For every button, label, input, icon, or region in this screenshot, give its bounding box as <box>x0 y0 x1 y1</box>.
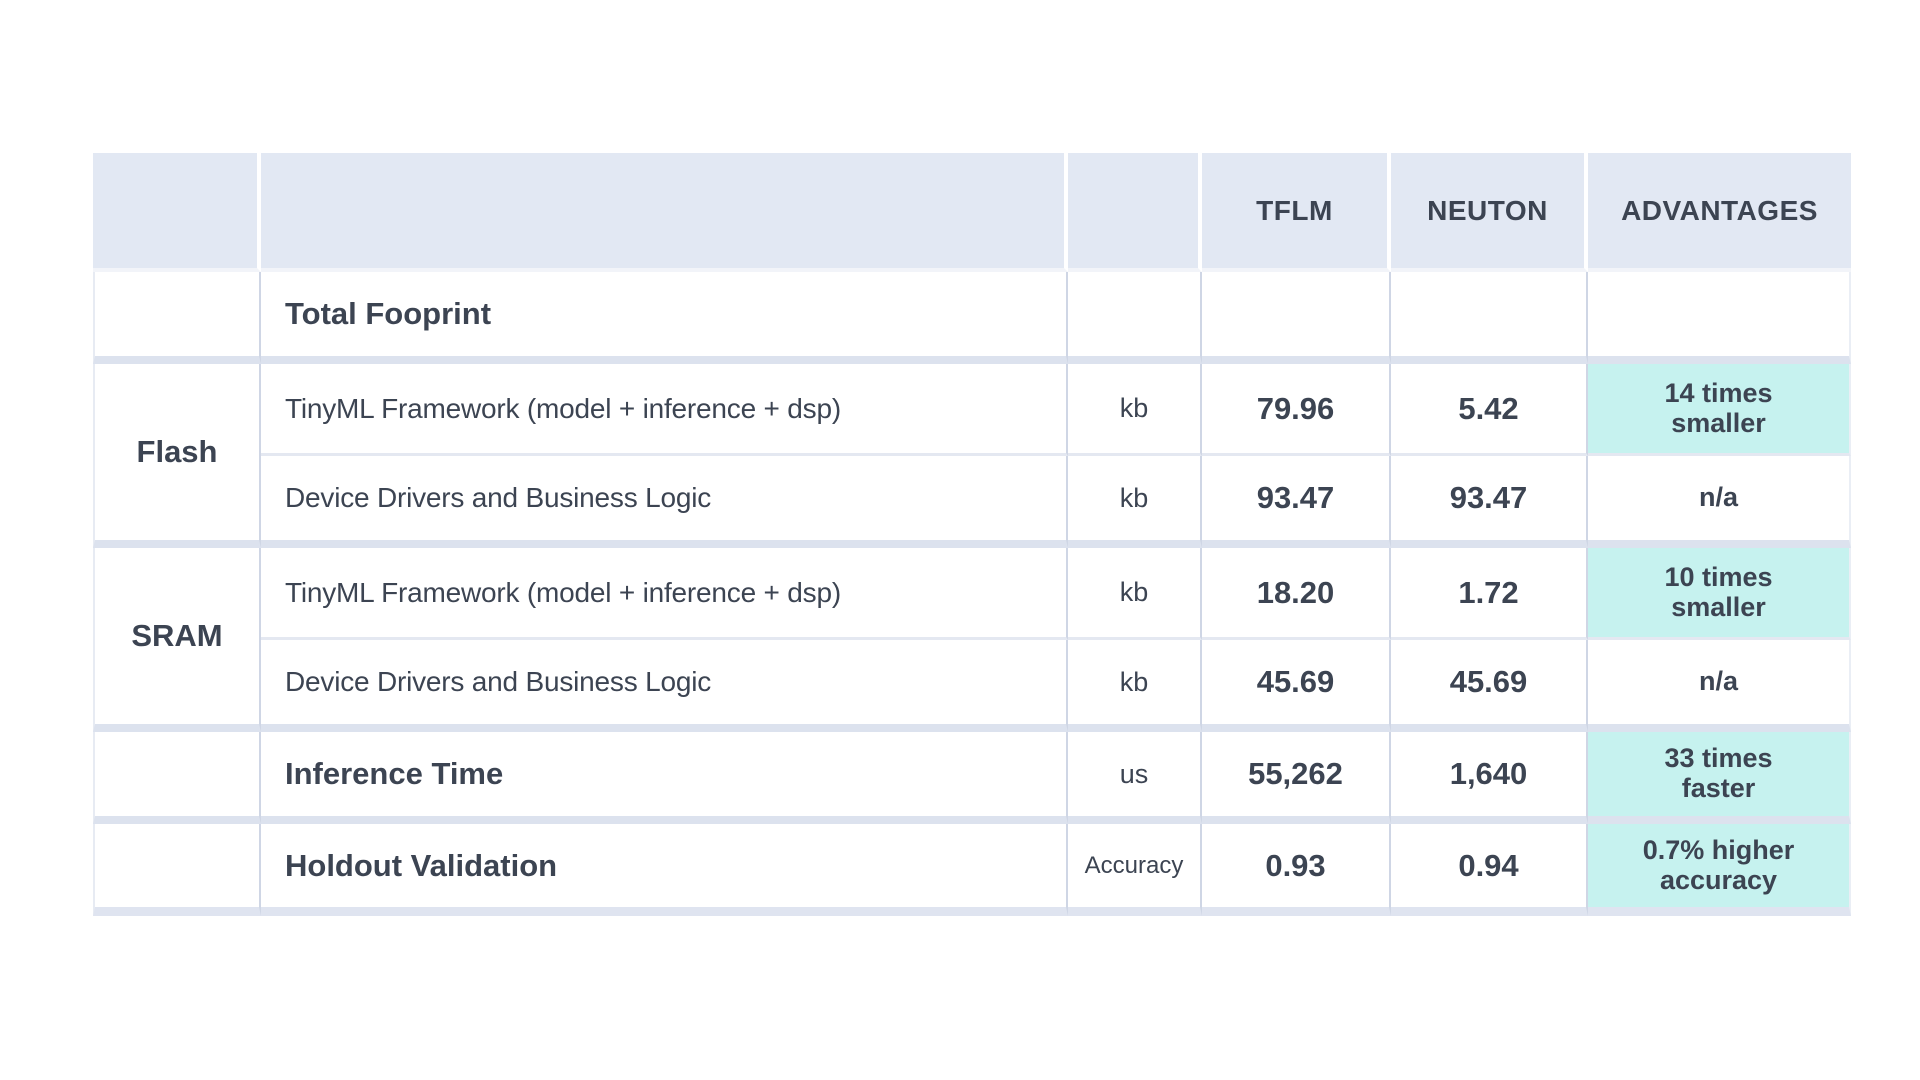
row-flash-drivers: Device Drivers and Business Logic kb 93.… <box>93 456 1851 548</box>
row-total-footprint: Total Fooprint <box>93 272 1851 364</box>
unit-sram-framework: kb <box>1068 548 1202 640</box>
unit-sram-drivers: kb <box>1068 640 1202 732</box>
header-advantages: ADVANTAGES <box>1588 153 1851 272</box>
metric-total-footprint: Total Fooprint <box>261 272 1068 364</box>
neuton-cell-empty <box>1391 272 1588 364</box>
unit-flash-framework: kb <box>1068 364 1202 456</box>
group-cell-empty <box>93 272 261 364</box>
row-holdout-validation: Holdout Validation Accuracy 0.93 0.94 0.… <box>93 824 1851 916</box>
advantage-sram-drivers: n/a <box>1588 640 1851 732</box>
tflm-flash-drivers: 93.47 <box>1202 456 1391 548</box>
tflm-flash-framework: 79.96 <box>1202 364 1391 456</box>
header-group-cell <box>93 153 261 272</box>
row-inference-time: Inference Time us 55,262 1,640 33 times … <box>93 732 1851 824</box>
header-unit-cell <box>1068 153 1202 272</box>
unit-inference-time: us <box>1068 732 1202 824</box>
tflm-sram-framework: 18.20 <box>1202 548 1391 640</box>
metric-sram-drivers: Device Drivers and Business Logic <box>261 640 1068 732</box>
tflm-cell-empty <box>1202 272 1391 364</box>
row-sram-drivers: Device Drivers and Business Logic kb 45.… <box>93 640 1851 732</box>
tflm-sram-drivers: 45.69 <box>1202 640 1391 732</box>
metric-sram-framework: TinyML Framework (model + inference + ds… <box>261 548 1068 640</box>
neuton-flash-drivers: 93.47 <box>1391 456 1588 548</box>
tflm-holdout-validation: 0.93 <box>1202 824 1391 916</box>
header-tflm: TFLM <box>1202 153 1391 272</box>
neuton-sram-framework: 1.72 <box>1391 548 1588 640</box>
advantage-line-2: smaller <box>1671 591 1766 622</box>
advantage-line-1: 10 times <box>1664 561 1773 592</box>
group-cell-empty <box>93 824 261 916</box>
advantage-inference-time: 33 times faster <box>1588 732 1851 824</box>
group-cell-empty <box>93 732 261 824</box>
advantage-line-1: 33 times <box>1664 743 1773 774</box>
neuton-flash-framework: 5.42 <box>1391 364 1588 456</box>
group-cell-flash: Flash <box>93 364 261 548</box>
advantage-line-2: smaller <box>1671 407 1766 438</box>
advantage-line-1: 0.7% higher <box>1642 834 1795 865</box>
tflm-inference-time: 55,262 <box>1202 732 1391 824</box>
advantage-line-1: 14 times <box>1664 377 1773 408</box>
advantage-holdout-validation: 0.7% higher accuracy <box>1588 824 1851 916</box>
metric-flash-drivers: Device Drivers and Business Logic <box>261 456 1068 548</box>
advantage-sram-framework: 10 times smaller <box>1588 548 1851 640</box>
advantage-flash-drivers: n/a <box>1588 456 1851 548</box>
metric-holdout-validation: Holdout Validation <box>261 824 1068 916</box>
neuton-sram-drivers: 45.69 <box>1391 640 1588 732</box>
comparison-table-grid: TFLM NEUTON ADVANTAGES Total Fooprint Fl… <box>93 153 1851 916</box>
unit-flash-drivers: kb <box>1068 456 1202 548</box>
unit-holdout-validation: Accuracy <box>1068 824 1202 916</box>
unit-cell-empty <box>1068 272 1202 364</box>
header-metric-cell <box>261 153 1068 272</box>
metric-inference-time: Inference Time <box>261 732 1068 824</box>
row-sram-framework: SRAM TinyML Framework (model + inference… <box>93 548 1851 732</box>
advantage-cell-empty <box>1588 272 1851 364</box>
neuton-inference-time: 1,640 <box>1391 732 1588 824</box>
neuton-holdout-validation: 0.94 <box>1391 824 1588 916</box>
row-flash-framework: Flash TinyML Framework (model + inferenc… <box>93 364 1851 548</box>
advantage-line-2: faster <box>1681 773 1756 803</box>
group-cell-sram: SRAM <box>93 548 261 732</box>
table-header-row: TFLM NEUTON ADVANTAGES <box>93 153 1851 272</box>
comparison-table: TFLM NEUTON ADVANTAGES Total Fooprint Fl… <box>93 153 1851 916</box>
metric-flash-framework: TinyML Framework (model + inference + ds… <box>261 364 1068 456</box>
header-neuton: NEUTON <box>1391 153 1588 272</box>
advantage-line-2: accuracy <box>1659 864 1778 895</box>
advantage-flash-framework: 14 times smaller <box>1588 364 1851 456</box>
